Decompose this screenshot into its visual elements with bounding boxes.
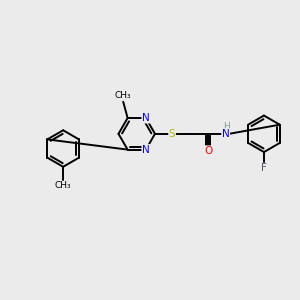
- Text: N: N: [142, 145, 150, 154]
- Text: CH₃: CH₃: [115, 91, 131, 100]
- Text: N: N: [142, 113, 150, 123]
- Text: N: N: [222, 129, 230, 139]
- Text: S: S: [169, 129, 175, 139]
- Text: O: O: [204, 146, 212, 156]
- Text: CH₃: CH₃: [55, 182, 71, 190]
- Text: F: F: [261, 163, 267, 173]
- Text: H: H: [223, 122, 230, 131]
